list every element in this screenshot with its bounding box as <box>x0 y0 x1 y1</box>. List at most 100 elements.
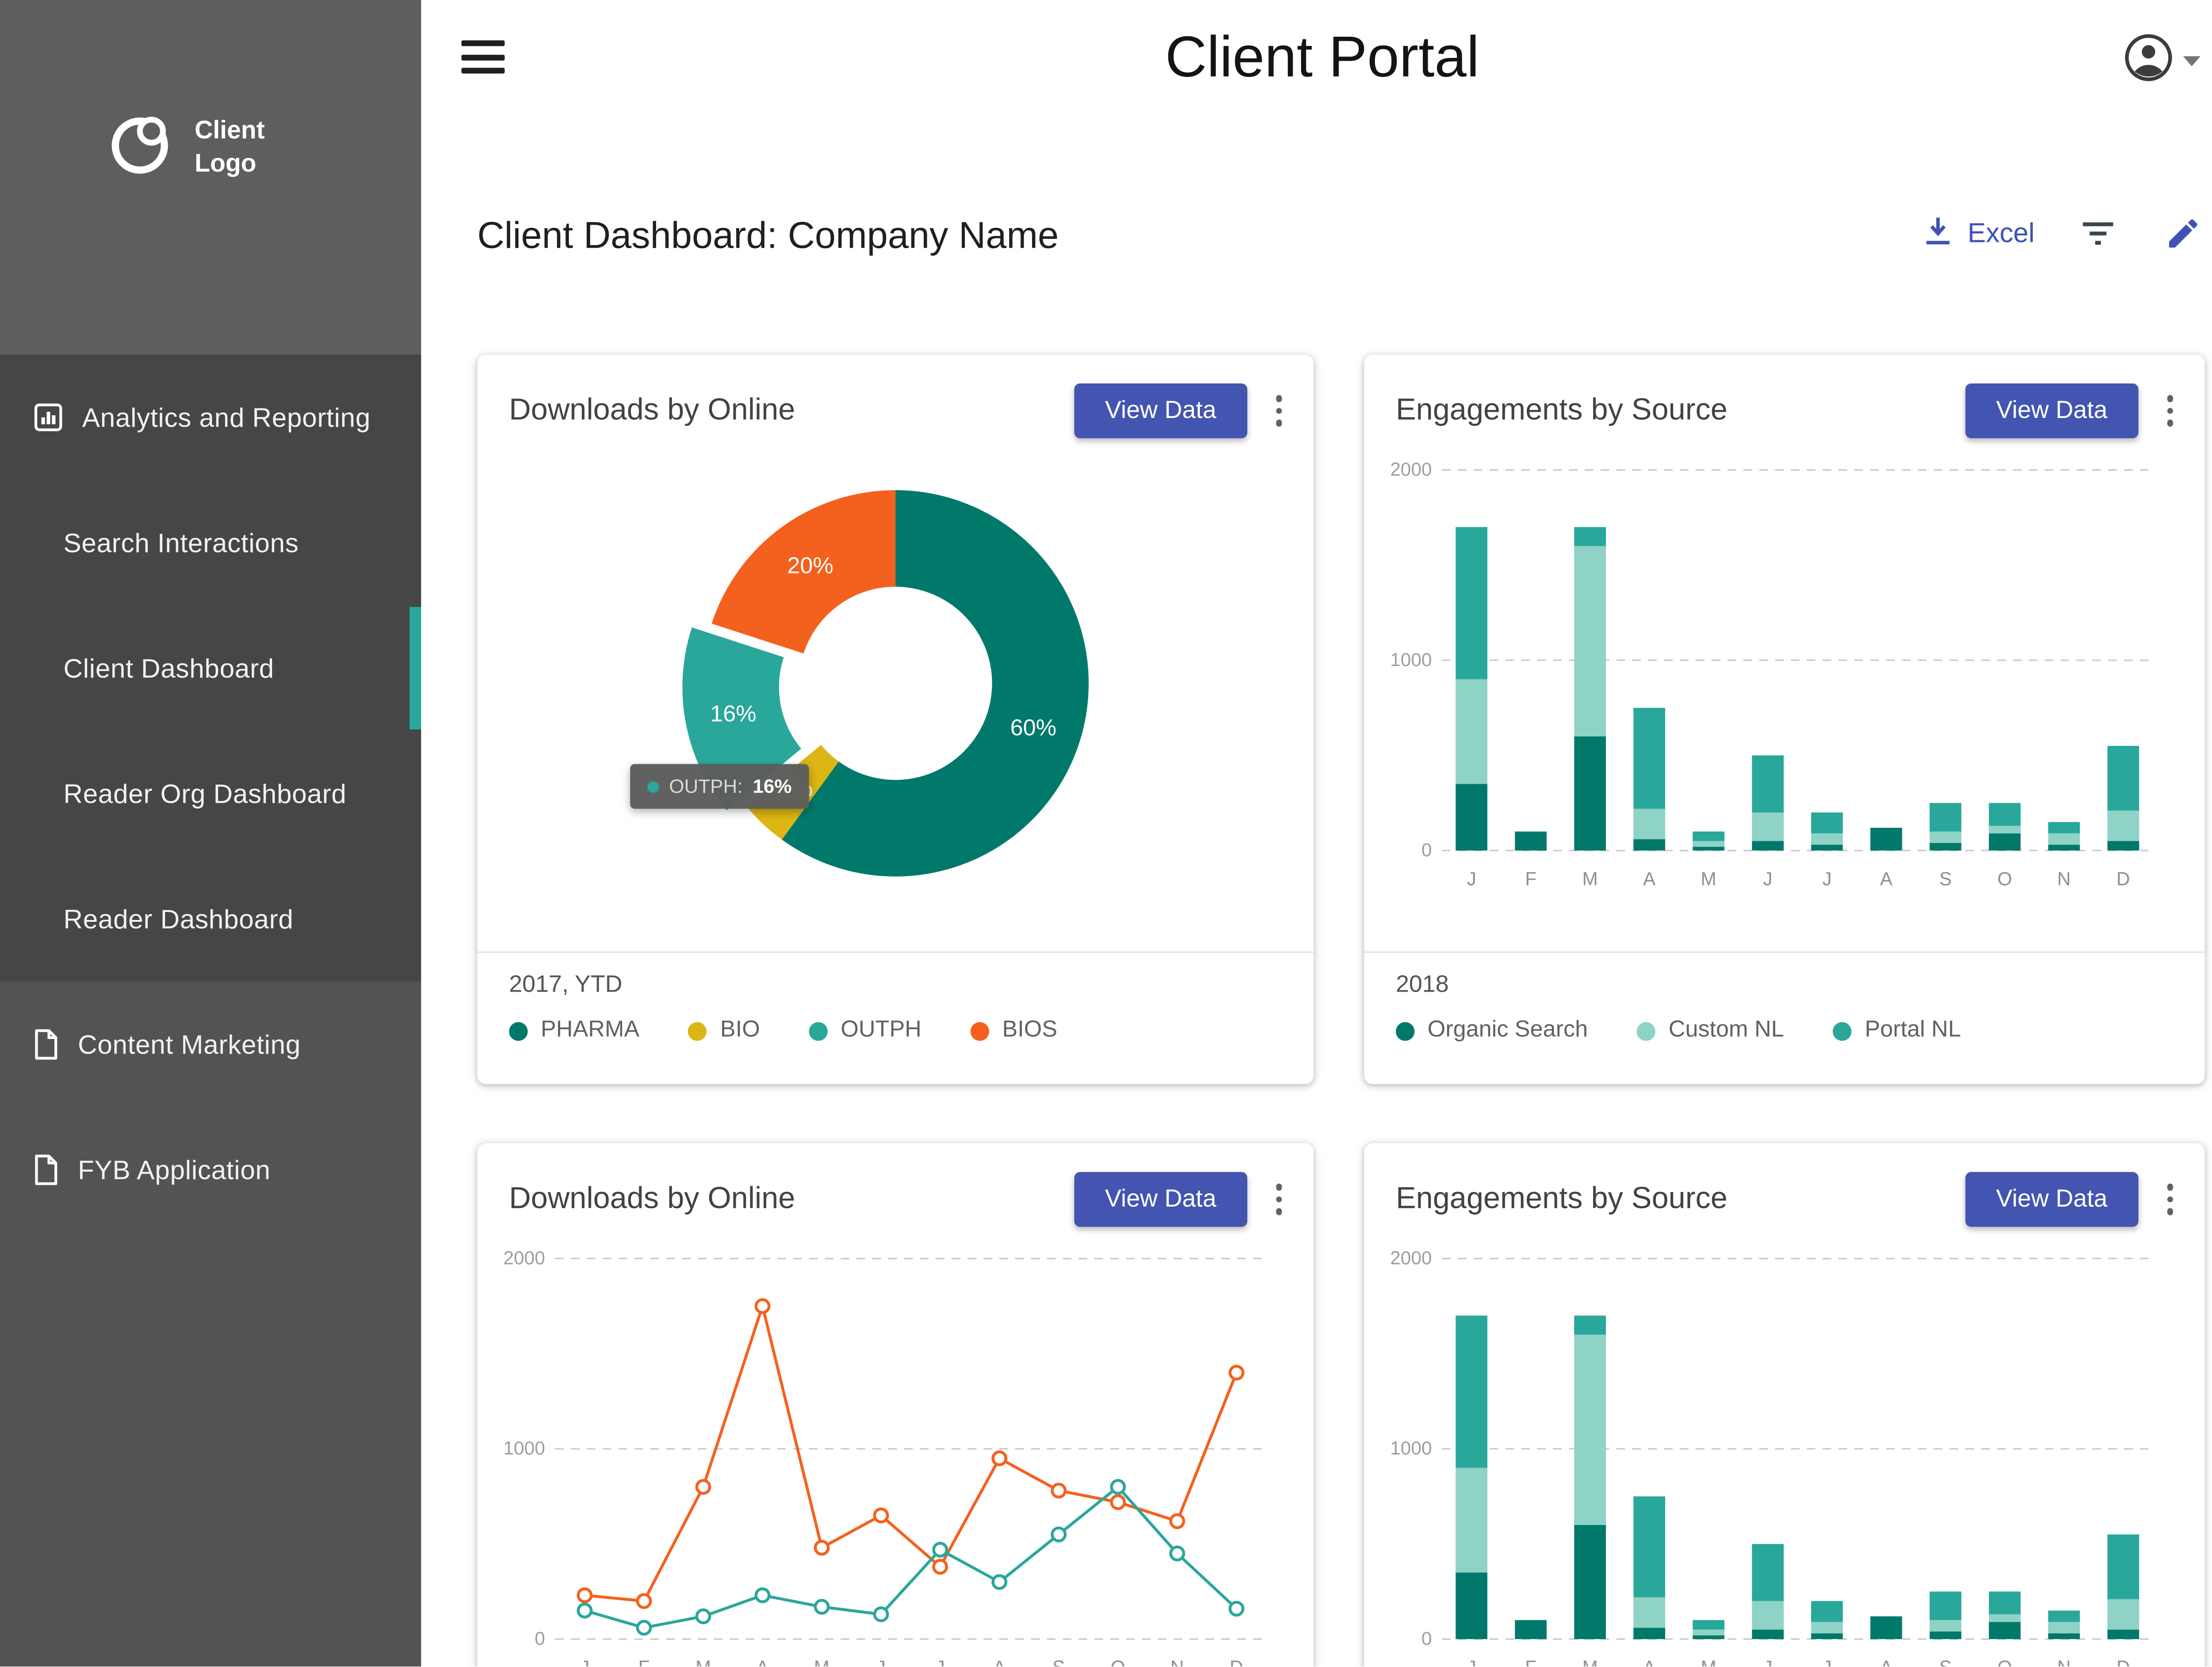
document-icon <box>32 1153 61 1187</box>
legend-dot <box>970 1021 989 1040</box>
svg-text:2000: 2000 <box>503 1247 545 1268</box>
svg-text:D: D <box>2116 1657 2130 1667</box>
legend-dot <box>1636 1021 1656 1040</box>
svg-text:D: D <box>1230 1657 1244 1667</box>
sidebar: Client Logo Analytics and Reporting Sear… <box>0 0 421 1667</box>
svg-text:M: M <box>1701 1657 1716 1667</box>
donut-chart[interactable]: 60%4%16%20% <box>477 467 1313 900</box>
filter-button[interactable] <box>2075 210 2121 260</box>
legend-label: OUTPH <box>841 1018 922 1042</box>
menu-icon[interactable] <box>458 38 507 77</box>
filter-icon <box>2078 213 2118 257</box>
chart-tooltip: OUTPH: 16% <box>630 764 809 809</box>
sidebar-item-label: Reader Dashboard <box>63 903 294 934</box>
sidebar-item-reader-org-dashboard[interactable]: Reader Org Dashboard <box>0 731 421 857</box>
svg-text:M: M <box>1582 868 1598 889</box>
edit-button[interactable] <box>2162 211 2205 259</box>
svg-text:J: J <box>1763 1657 1772 1667</box>
view-data-button[interactable]: View Data <box>1075 1172 1247 1227</box>
svg-text:D: D <box>2116 868 2130 889</box>
svg-text:A: A <box>1880 1657 1893 1667</box>
legend-dot <box>1833 1021 1852 1040</box>
sidebar-item-content-marketing[interactable]: Content Marketing <box>0 982 421 1108</box>
svg-text:J: J <box>936 1657 945 1667</box>
sidebar-item-label: Analytics and Reporting <box>82 401 371 432</box>
sidebar-item-reader-dashboard[interactable]: Reader Dashboard <box>0 856 421 982</box>
active-indicator <box>409 607 421 730</box>
legend-item: BIO <box>688 1018 760 1044</box>
svg-text:1000: 1000 <box>1390 1438 1432 1459</box>
card-title: Downloads by Online <box>509 393 795 427</box>
dashboard-grid: Downloads by Online View Data 60%4%16%20… <box>477 354 2205 1667</box>
app-title: Client Portal <box>1165 26 1479 90</box>
svg-text:M: M <box>1701 868 1716 889</box>
svg-text:J: J <box>580 1657 589 1667</box>
svg-text:60%: 60% <box>1010 715 1056 740</box>
account-menu[interactable] <box>2123 32 2200 91</box>
svg-text:A: A <box>1643 1657 1656 1667</box>
page-toolbar: Client Dashboard: Company Name Excel <box>477 195 2205 276</box>
chart-period: 2018 <box>1396 971 1449 998</box>
toolbar-actions: Excel <box>1920 210 2205 260</box>
svg-text:O: O <box>1997 868 2012 889</box>
legend-dot <box>688 1021 707 1040</box>
legend-label: PHARMA <box>541 1018 640 1042</box>
legend-label: BIO <box>720 1018 760 1042</box>
page-title: Client Dashboard: Company Name <box>477 212 1059 256</box>
svg-text:2000: 2000 <box>1390 1247 1432 1268</box>
more-options-icon[interactable] <box>2155 1175 2185 1223</box>
client-logo-icon <box>107 110 176 179</box>
sidebar-group-other: Content Marketing FYB Application <box>0 981 421 1667</box>
legend-item: PHARMA <box>509 1018 640 1044</box>
card-title: Engagements by Source <box>1396 1182 1728 1215</box>
view-data-button[interactable]: View Data <box>1966 383 2138 438</box>
tooltip-series-dot <box>647 780 659 793</box>
more-options-icon[interactable] <box>1264 387 1294 435</box>
more-options-icon[interactable] <box>2155 387 2185 435</box>
svg-text:F: F <box>1525 1657 1536 1667</box>
svg-text:O: O <box>1997 1657 2012 1667</box>
svg-text:M: M <box>1582 1657 1598 1667</box>
sidebar-item-label: FYB Application <box>78 1154 271 1184</box>
svg-text:J: J <box>1467 868 1476 889</box>
svg-text:16%: 16% <box>710 701 756 727</box>
view-data-button[interactable]: View Data <box>1075 383 1247 438</box>
chart-legend: PHARMA BIO OUTPH BIOS <box>509 1018 1282 1044</box>
download-icon <box>1920 213 1955 257</box>
svg-text:A: A <box>1643 868 1656 889</box>
top-bar: Client Portal <box>421 0 2212 115</box>
sidebar-item-client-dashboard[interactable]: Client Dashboard <box>0 605 421 731</box>
more-options-icon[interactable] <box>1264 1175 1294 1223</box>
line-chart[interactable]: 0 1000 2000 J F M A M J J A S O N D <box>497 1238 1313 1667</box>
svg-text:0: 0 <box>534 1628 545 1649</box>
stacked-bar-chart[interactable]: 0 1000 2000 J F M A M J J A S O N D <box>1384 1238 2205 1667</box>
svg-text:M: M <box>695 1657 711 1667</box>
excel-export-button[interactable]: Excel <box>1920 213 2035 257</box>
sidebar-item-analytics-and-reporting[interactable]: Analytics and Reporting <box>0 355 421 480</box>
account-icon <box>2123 32 2174 91</box>
chart-legend: Organic Search Custom NL Portal NL <box>1396 1018 2173 1044</box>
chart-period: 2017, YTD <box>509 971 622 998</box>
svg-text:N: N <box>1171 1657 1184 1667</box>
sidebar-item-label: Client Dashboard <box>63 652 274 683</box>
sidebar-item-fyb-application[interactable]: FYB Application <box>0 1107 421 1233</box>
sidebar-item-search-interactions[interactable]: Search Interactions <box>0 480 421 605</box>
svg-text:0: 0 <box>1421 839 1432 860</box>
svg-text:J: J <box>876 1657 886 1667</box>
card-downloads-by-online-trend: Downloads by Online View Data 0 1000 2000 J… <box>477 1143 1314 1667</box>
sidebar-item-label: Content Marketing <box>78 1028 301 1059</box>
legend-item: Custom NL <box>1636 1018 1784 1044</box>
legend-dot <box>809 1021 828 1040</box>
svg-text:M: M <box>814 1657 830 1667</box>
view-data-button[interactable]: View Data <box>1966 1172 2138 1227</box>
svg-text:A: A <box>1880 868 1893 889</box>
svg-text:F: F <box>1525 868 1536 889</box>
card-downloads-by-online: Downloads by Online View Data 60%4%16%20… <box>477 354 1314 1085</box>
legend-item: BIOS <box>970 1018 1057 1044</box>
svg-text:A: A <box>993 1657 1006 1667</box>
svg-text:1000: 1000 <box>503 1438 545 1459</box>
svg-text:S: S <box>1939 868 1951 889</box>
stacked-bar-chart[interactable]: 0 1000 2000 J F M A M J J A S O N D <box>1384 450 2205 902</box>
svg-text:N: N <box>2057 1657 2071 1667</box>
